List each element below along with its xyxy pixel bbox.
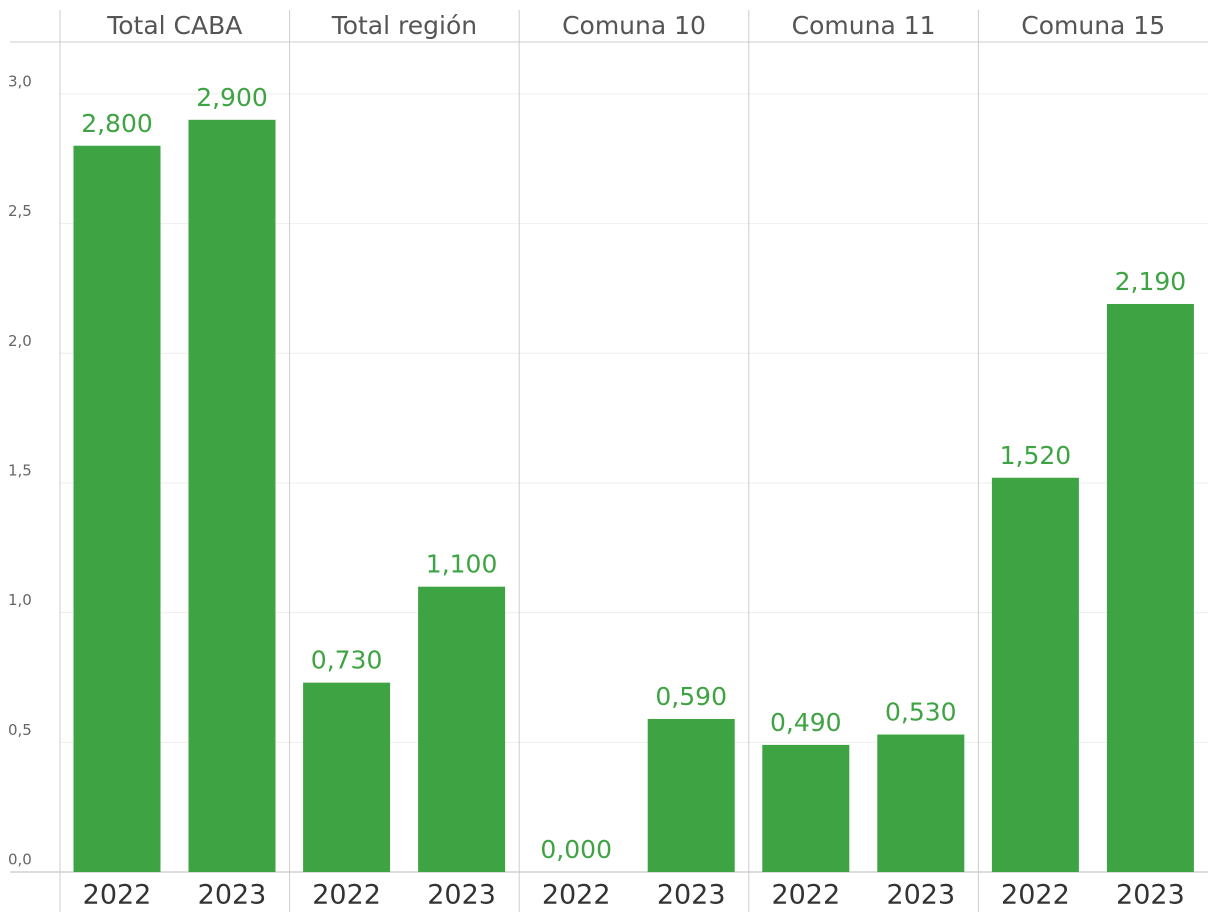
- y-tick-label: 0,5: [8, 721, 32, 739]
- x-tick-label: 2022: [542, 880, 611, 911]
- value-label: 1,520: [1000, 441, 1072, 470]
- value-label: 1,100: [426, 550, 498, 579]
- x-tick-label: 2022: [312, 880, 381, 911]
- panel-header: Comuna 11: [792, 11, 936, 40]
- bar: [877, 734, 965, 872]
- y-tick-label: 0,0: [8, 851, 32, 869]
- value-label: 2,900: [196, 83, 268, 112]
- bar: [762, 744, 850, 872]
- bar: [991, 477, 1079, 872]
- value-label: 0,000: [540, 835, 612, 864]
- y-tick-label: 1,5: [8, 461, 32, 479]
- value-label: 0,490: [770, 708, 842, 737]
- value-label: 2,800: [81, 109, 153, 138]
- x-tick-label: 2023: [1116, 880, 1185, 911]
- y-tick-label: 2,5: [8, 202, 32, 220]
- y-tick-label: 1,0: [8, 591, 32, 609]
- x-tick-label: 2022: [83, 880, 152, 911]
- panel-header: Comuna 15: [1021, 11, 1165, 40]
- bar: [1106, 303, 1194, 872]
- panel-header: Total CABA: [106, 11, 242, 40]
- panel-header: Total región: [331, 11, 477, 40]
- bar: [188, 119, 276, 872]
- value-label: 0,730: [311, 646, 383, 675]
- bar: [303, 682, 391, 872]
- y-tick-label: 3,0: [8, 72, 32, 90]
- bar: [73, 145, 161, 872]
- panel-header: Comuna 10: [562, 11, 706, 40]
- x-tick-label: 2023: [657, 880, 726, 911]
- x-tick-label: 2023: [198, 880, 267, 911]
- x-tick-label: 2022: [1001, 880, 1070, 911]
- x-tick-label: 2023: [886, 880, 955, 911]
- x-tick-label: 2022: [771, 880, 840, 911]
- y-tick-label: 2,0: [8, 332, 32, 350]
- value-label: 2,190: [1115, 267, 1187, 296]
- bar: [647, 718, 735, 872]
- value-label: 0,590: [655, 682, 727, 711]
- value-label: 0,530: [885, 698, 957, 727]
- x-tick-label: 2023: [427, 880, 496, 911]
- bar: [418, 586, 506, 872]
